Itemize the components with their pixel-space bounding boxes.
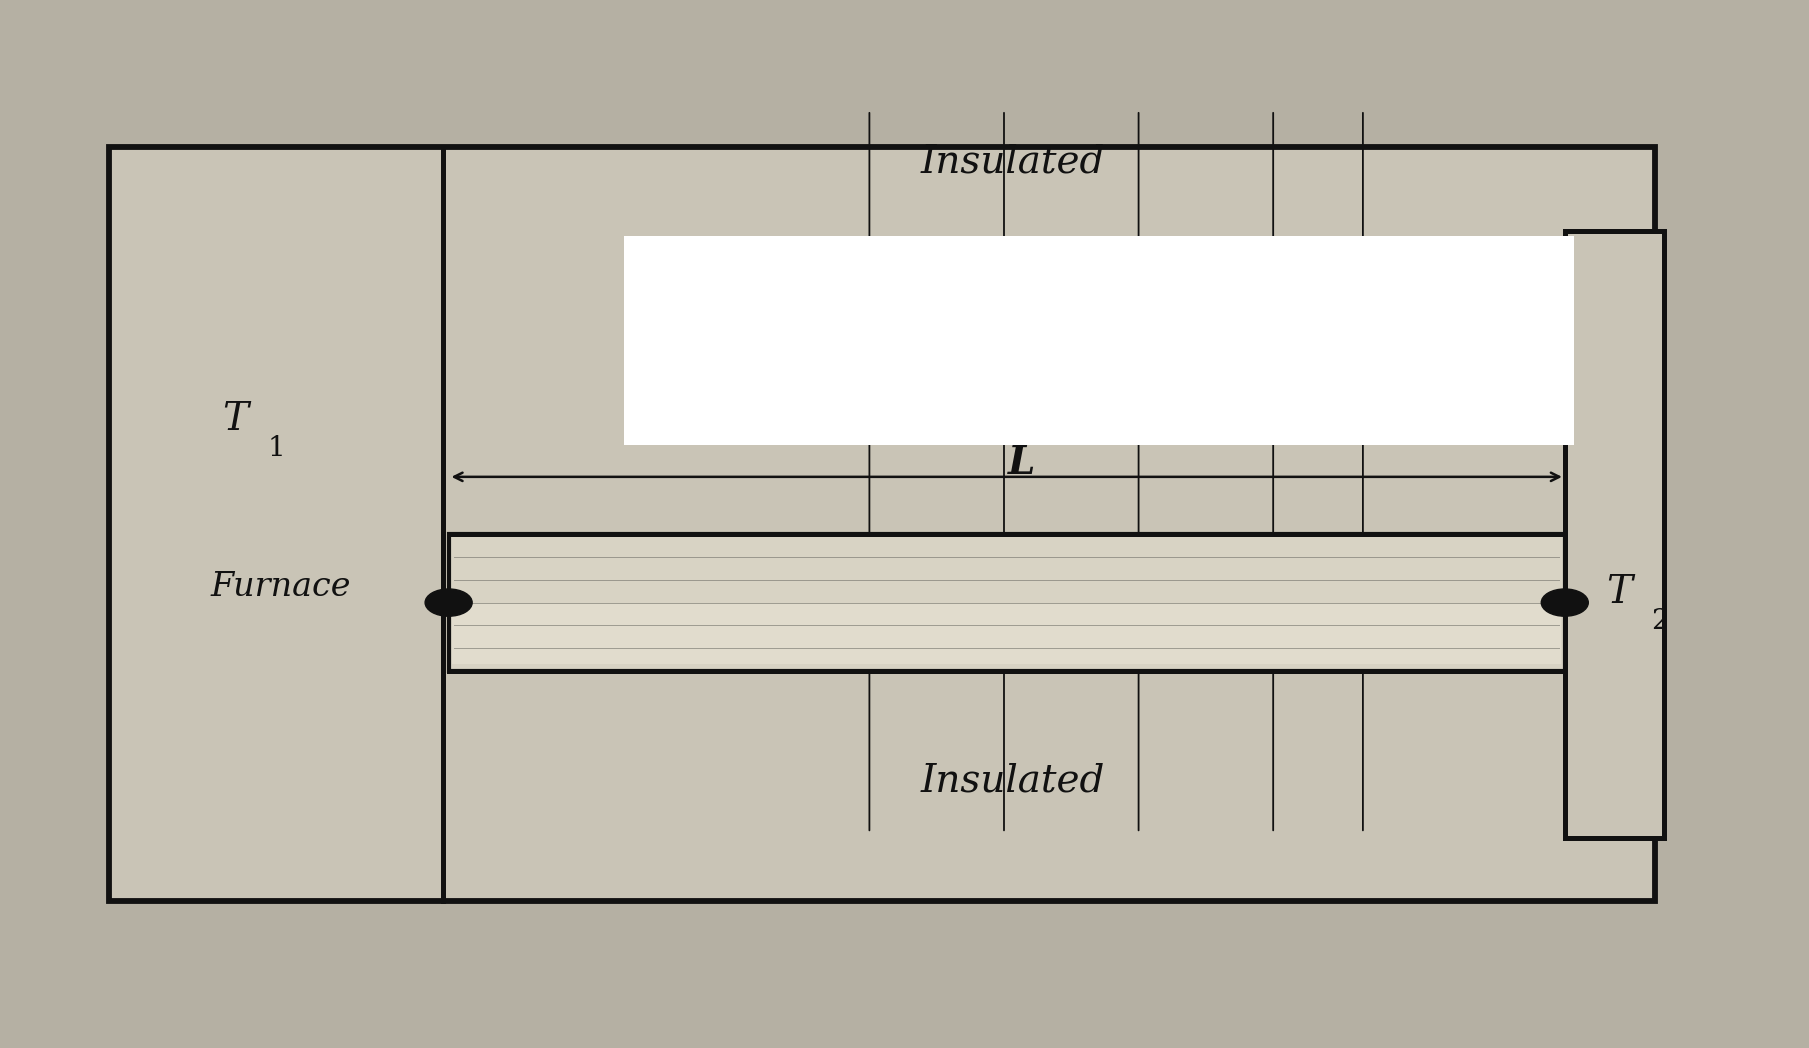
Circle shape: [1541, 589, 1588, 616]
Text: 2: 2: [1652, 608, 1670, 635]
Bar: [452, 603, 1561, 664]
Bar: [109, 147, 1655, 901]
Text: 1: 1: [268, 435, 286, 462]
Bar: [449, 534, 1565, 671]
Text: Furnace: Furnace: [210, 571, 351, 603]
Text: Insulated: Insulated: [921, 144, 1105, 181]
Text: L: L: [1008, 444, 1037, 482]
Text: T: T: [223, 400, 248, 438]
Text: T: T: [1606, 573, 1632, 611]
Bar: [624, 236, 1574, 445]
Circle shape: [425, 589, 472, 616]
Text: Insulated: Insulated: [921, 762, 1105, 800]
Bar: [1565, 231, 1664, 838]
